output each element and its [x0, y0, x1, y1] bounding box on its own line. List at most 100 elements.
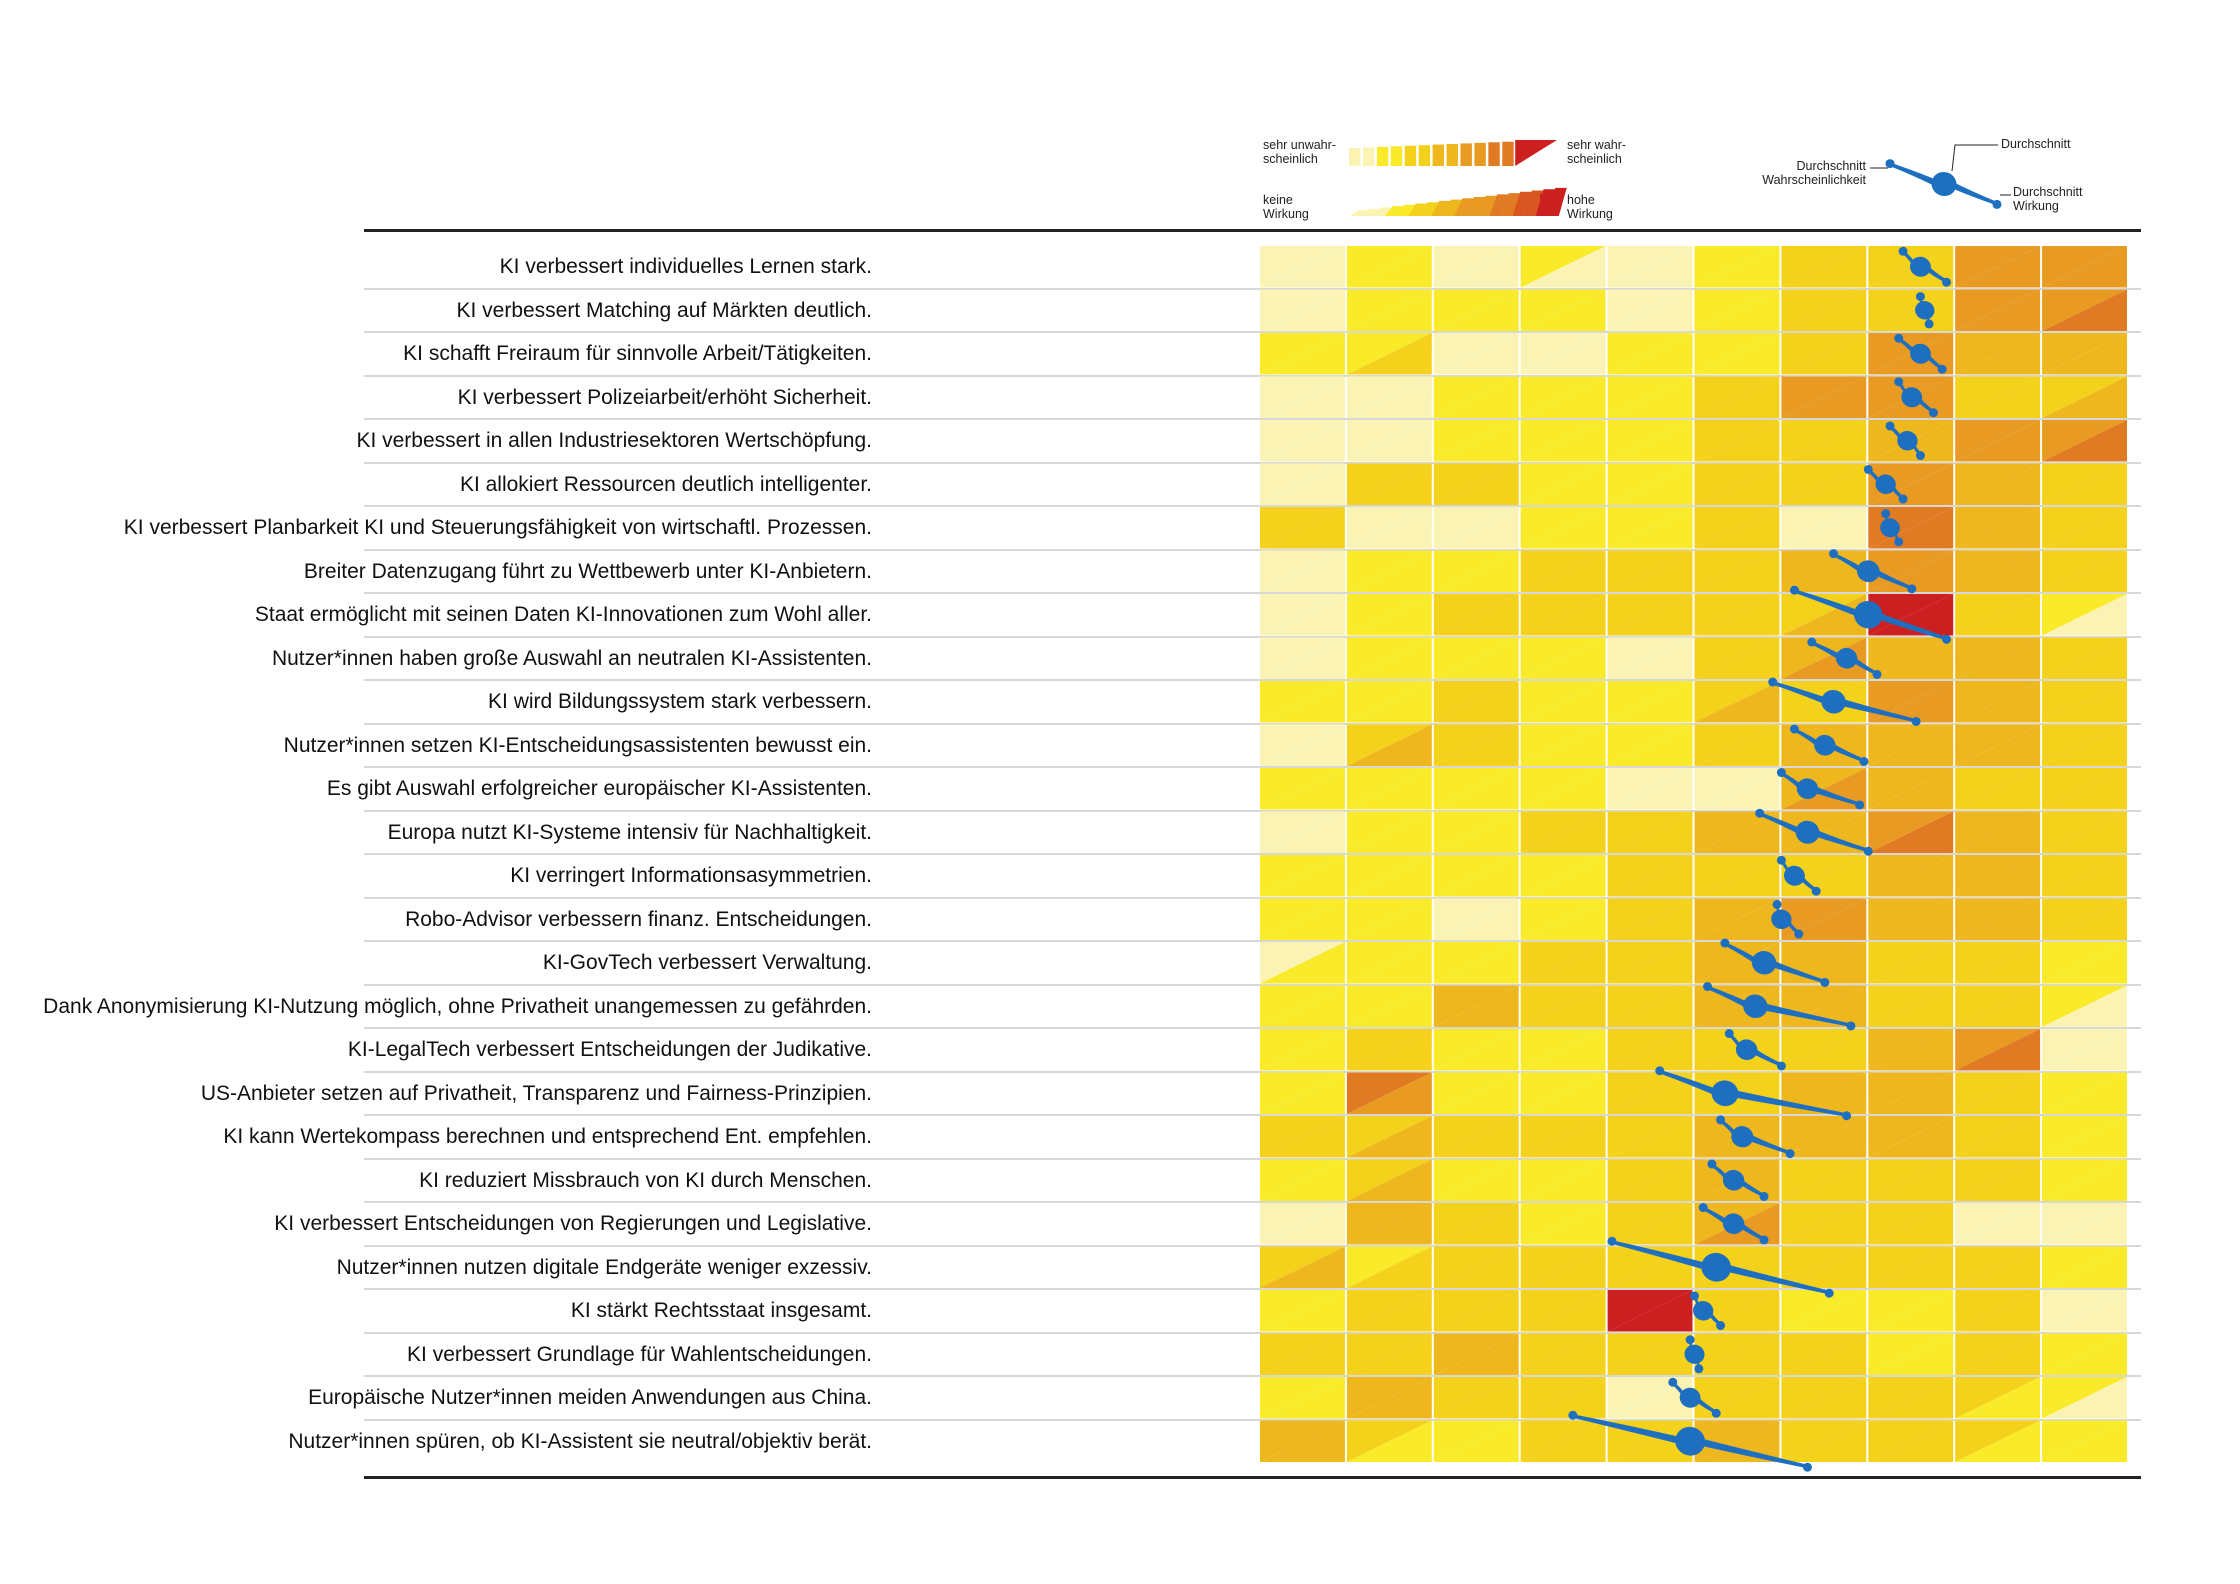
average-marker — [1684, 1335, 1705, 1374]
cell-impact — [1607, 768, 1693, 810]
cell-impact — [1955, 463, 2041, 505]
cell-probability — [1260, 1203, 1345, 1245]
row-label: KI verbessert Polizeiarbeit/erhöht Siche… — [457, 385, 872, 409]
cell-probability — [1260, 811, 1345, 853]
cell-impact — [1868, 1377, 1954, 1419]
cell-probability — [2042, 637, 2127, 679]
average-marker — [1915, 292, 1935, 329]
cell-probability — [1346, 1420, 1432, 1462]
cell-impact — [1346, 1333, 1432, 1375]
cell-impact — [1694, 1116, 1780, 1158]
cell-probability — [1260, 463, 1345, 505]
cell-impact — [1520, 1029, 1606, 1071]
cell-probability — [2042, 289, 2127, 331]
cell-probability — [1346, 289, 1432, 331]
legend-prob-swatch — [1474, 142, 1486, 166]
cell-impact — [1955, 1377, 2041, 1419]
cell-impact — [1260, 811, 1345, 853]
cell-probability — [1781, 1377, 1867, 1419]
legend-impact-swatch — [1431, 200, 1451, 216]
cell-impact — [1346, 1029, 1432, 1071]
cell-probability — [1955, 768, 2041, 810]
cell-probability — [1520, 289, 1606, 331]
average-marker — [1568, 1410, 1812, 1472]
cell-probability — [1607, 1072, 1693, 1114]
average-marker — [1898, 246, 1952, 287]
cell-probability — [1955, 1203, 2041, 1245]
cell-impact — [1781, 1116, 1867, 1158]
cell-impact — [1868, 1116, 1954, 1158]
cell-impact — [1955, 594, 2041, 636]
cell-impact — [1346, 1246, 1432, 1288]
legend-prob-swatch — [1390, 146, 1403, 166]
cell-probability — [1694, 768, 1780, 810]
cell-probability — [1607, 768, 1693, 810]
cell-impact — [1781, 855, 1867, 897]
cell-probability — [1520, 1203, 1606, 1245]
cell-probability — [1260, 420, 1345, 462]
cell-probability — [1260, 594, 1345, 636]
cell-impact — [1607, 1159, 1693, 1201]
cell-impact — [1868, 1246, 1954, 1288]
cell-probability — [1955, 376, 2041, 418]
cell-impact — [1694, 507, 1780, 549]
cell-probability — [1520, 1072, 1606, 1114]
cell-probability — [1607, 376, 1693, 418]
cell-probability — [1607, 420, 1693, 462]
cell-impact — [1260, 1420, 1345, 1462]
legend-leader-top — [1951, 144, 1998, 172]
row-label: Nutzer*innen haben große Auswahl an neut… — [271, 646, 872, 670]
cell-probability — [1781, 420, 1867, 462]
cell-impact — [1955, 1072, 2041, 1114]
cell-impact — [1955, 333, 2041, 375]
cell-impact — [2042, 768, 2127, 810]
cell-probability — [1694, 724, 1780, 766]
cell-impact — [1607, 420, 1693, 462]
cell-impact — [1260, 420, 1345, 462]
row-label: Staat ermöglicht mit seinen Daten KI-Inn… — [254, 603, 872, 626]
cell-impact — [2042, 1420, 2127, 1462]
legend-impact-high-label: hohe Wirkung — [1567, 193, 1613, 221]
cell-impact — [1607, 1333, 1693, 1375]
cell-impact — [1781, 1377, 1867, 1419]
cell-probability — [1260, 550, 1345, 592]
row-separator — [364, 766, 2141, 768]
cell-impact — [1868, 768, 1954, 810]
cell-impact — [1433, 637, 1519, 679]
cell-impact — [1868, 811, 1954, 853]
cell-impact — [1955, 942, 2041, 984]
cell-impact — [1955, 376, 2041, 418]
cell-impact — [1433, 1377, 1519, 1419]
legend-impact-swatch — [1361, 208, 1382, 216]
cell-probability — [1346, 507, 1432, 549]
cell-probability — [1781, 898, 1867, 940]
average-marker — [1880, 509, 1904, 547]
cell-probability — [1694, 594, 1780, 636]
average-marker — [1690, 1291, 1726, 1331]
cell-probability — [1346, 333, 1432, 375]
cell-impact — [1781, 594, 1867, 636]
average-marker — [1894, 333, 1947, 374]
row-separator — [364, 505, 2141, 507]
cell-impact — [1520, 289, 1606, 331]
row-separator — [364, 548, 2141, 551]
cell-impact — [1607, 1420, 1693, 1462]
cell-impact — [1694, 724, 1780, 766]
cell-probability — [1607, 246, 1693, 288]
legend-prob-swatch — [1460, 143, 1472, 166]
cell-impact — [1520, 463, 1606, 505]
average-marker — [1789, 724, 1869, 766]
cell-impact — [1955, 550, 2041, 592]
legend-prob-high-label: sehr wahr- scheinlich — [1567, 138, 1627, 166]
cell-probability — [1346, 1029, 1432, 1071]
cell-impact — [1781, 1159, 1867, 1201]
cell-probability — [1694, 463, 1780, 505]
cell-probability — [1346, 1159, 1432, 1201]
row-label: Europäische Nutzer*innen meiden Anwendun… — [308, 1386, 872, 1409]
cell-impact — [2042, 594, 2127, 636]
cell-probability — [1346, 637, 1432, 679]
row-label: Robo-Advisor verbessern finanz. Entschei… — [405, 907, 872, 931]
cell-impact — [1260, 1029, 1345, 1071]
cell-probability — [1346, 1290, 1432, 1332]
legend-marker — [1885, 159, 2002, 209]
